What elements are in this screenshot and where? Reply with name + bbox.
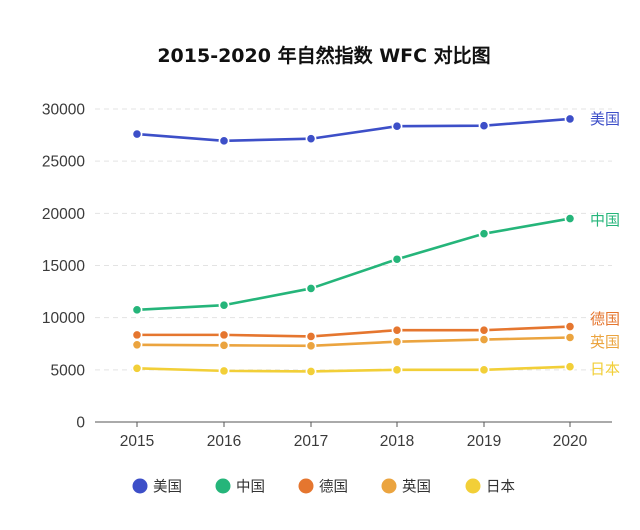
series-英国 bbox=[131, 332, 576, 352]
series-end-label: 德国 bbox=[590, 310, 620, 328]
y-tick-label: 10000 bbox=[42, 310, 85, 327]
series-中国 bbox=[131, 213, 576, 316]
y-tick-label: 15000 bbox=[42, 258, 85, 275]
data-point[interactable] bbox=[391, 324, 403, 336]
legend-item[interactable]: 中国 bbox=[215, 478, 266, 496]
legend-marker bbox=[215, 478, 231, 494]
series-end-label: 日本 bbox=[590, 360, 620, 378]
legend-marker bbox=[298, 478, 314, 494]
x-tick-label: 2016 bbox=[207, 433, 241, 450]
data-point[interactable] bbox=[218, 339, 230, 351]
legend[interactable]: 美国 中国 德国 英国 日本 bbox=[132, 478, 516, 496]
data-point[interactable] bbox=[305, 340, 317, 352]
data-point[interactable] bbox=[131, 128, 143, 140]
data-point[interactable] bbox=[391, 336, 403, 348]
y-tick-label: 30000 bbox=[42, 102, 85, 119]
data-point[interactable] bbox=[218, 299, 230, 311]
data-point[interactable] bbox=[564, 321, 576, 332]
data-point[interactable] bbox=[478, 364, 490, 376]
y-tick-label: 20000 bbox=[42, 206, 85, 223]
series-end-label: 美国 bbox=[590, 110, 620, 128]
legend-label: 日本 bbox=[486, 479, 515, 496]
chart-title: 2015-2020 年自然指数 WFC 对比图 bbox=[157, 44, 490, 67]
legend-label: 德国 bbox=[319, 479, 348, 496]
series-group bbox=[131, 113, 576, 377]
legend-marker bbox=[465, 478, 481, 494]
series-line bbox=[137, 325, 571, 338]
data-point[interactable] bbox=[564, 213, 576, 224]
legend-marker bbox=[381, 478, 397, 494]
legend-marker bbox=[132, 478, 148, 494]
data-point[interactable] bbox=[305, 283, 317, 294]
legend-label: 中国 bbox=[236, 479, 265, 496]
series-line bbox=[136, 336, 571, 348]
x-tick-label: 2018 bbox=[380, 433, 414, 450]
series-line bbox=[136, 217, 571, 312]
series-line bbox=[136, 365, 571, 373]
x-tick-label: 2015 bbox=[120, 433, 154, 450]
x-tick-label: 2017 bbox=[294, 433, 328, 450]
data-point[interactable] bbox=[478, 334, 490, 345]
data-point[interactable] bbox=[305, 331, 317, 342]
data-point[interactable] bbox=[478, 324, 490, 336]
data-point[interactable] bbox=[391, 364, 403, 376]
legend-item[interactable]: 美国 bbox=[132, 478, 183, 496]
series-日本 bbox=[131, 361, 576, 377]
y-tick-label: 5000 bbox=[51, 362, 86, 379]
x-tick-label: 2019 bbox=[467, 433, 501, 450]
data-point[interactable] bbox=[131, 362, 143, 374]
legend-label: 英国 bbox=[402, 478, 431, 496]
data-point[interactable] bbox=[218, 135, 230, 147]
series-end-label: 中国 bbox=[590, 211, 620, 229]
data-point[interactable] bbox=[218, 365, 230, 377]
data-point[interactable] bbox=[478, 228, 490, 240]
data-point[interactable] bbox=[131, 304, 143, 316]
gridlines bbox=[95, 108, 612, 371]
data-point[interactable] bbox=[305, 133, 317, 145]
y-tick-label: 25000 bbox=[42, 154, 85, 171]
legend-item[interactable]: 德国 bbox=[298, 478, 349, 496]
y-tick-label: 0 bbox=[76, 415, 85, 432]
data-point[interactable] bbox=[564, 361, 576, 373]
series-end-label: 英国 bbox=[590, 333, 620, 351]
data-point[interactable] bbox=[478, 120, 490, 132]
series-美国 bbox=[131, 113, 576, 147]
data-point[interactable] bbox=[131, 339, 143, 351]
legend-label: 美国 bbox=[153, 479, 182, 496]
x-tick-label: 2020 bbox=[553, 433, 588, 450]
data-point[interactable] bbox=[218, 329, 230, 341]
y-axis: 0 5000 10000 15000 20000 25000 30000 bbox=[42, 102, 85, 432]
x-axis: 2015 2016 2017 2018 2019 2020 bbox=[95, 421, 612, 450]
data-point[interactable] bbox=[391, 120, 403, 132]
legend-item[interactable]: 英国 bbox=[381, 478, 432, 496]
data-point[interactable] bbox=[564, 332, 576, 343]
data-point[interactable] bbox=[131, 329, 143, 341]
data-point[interactable] bbox=[391, 253, 403, 265]
data-point[interactable] bbox=[564, 113, 576, 125]
legend-item[interactable]: 日本 bbox=[465, 478, 516, 496]
series-line bbox=[136, 117, 571, 143]
data-point[interactable] bbox=[305, 365, 317, 377]
